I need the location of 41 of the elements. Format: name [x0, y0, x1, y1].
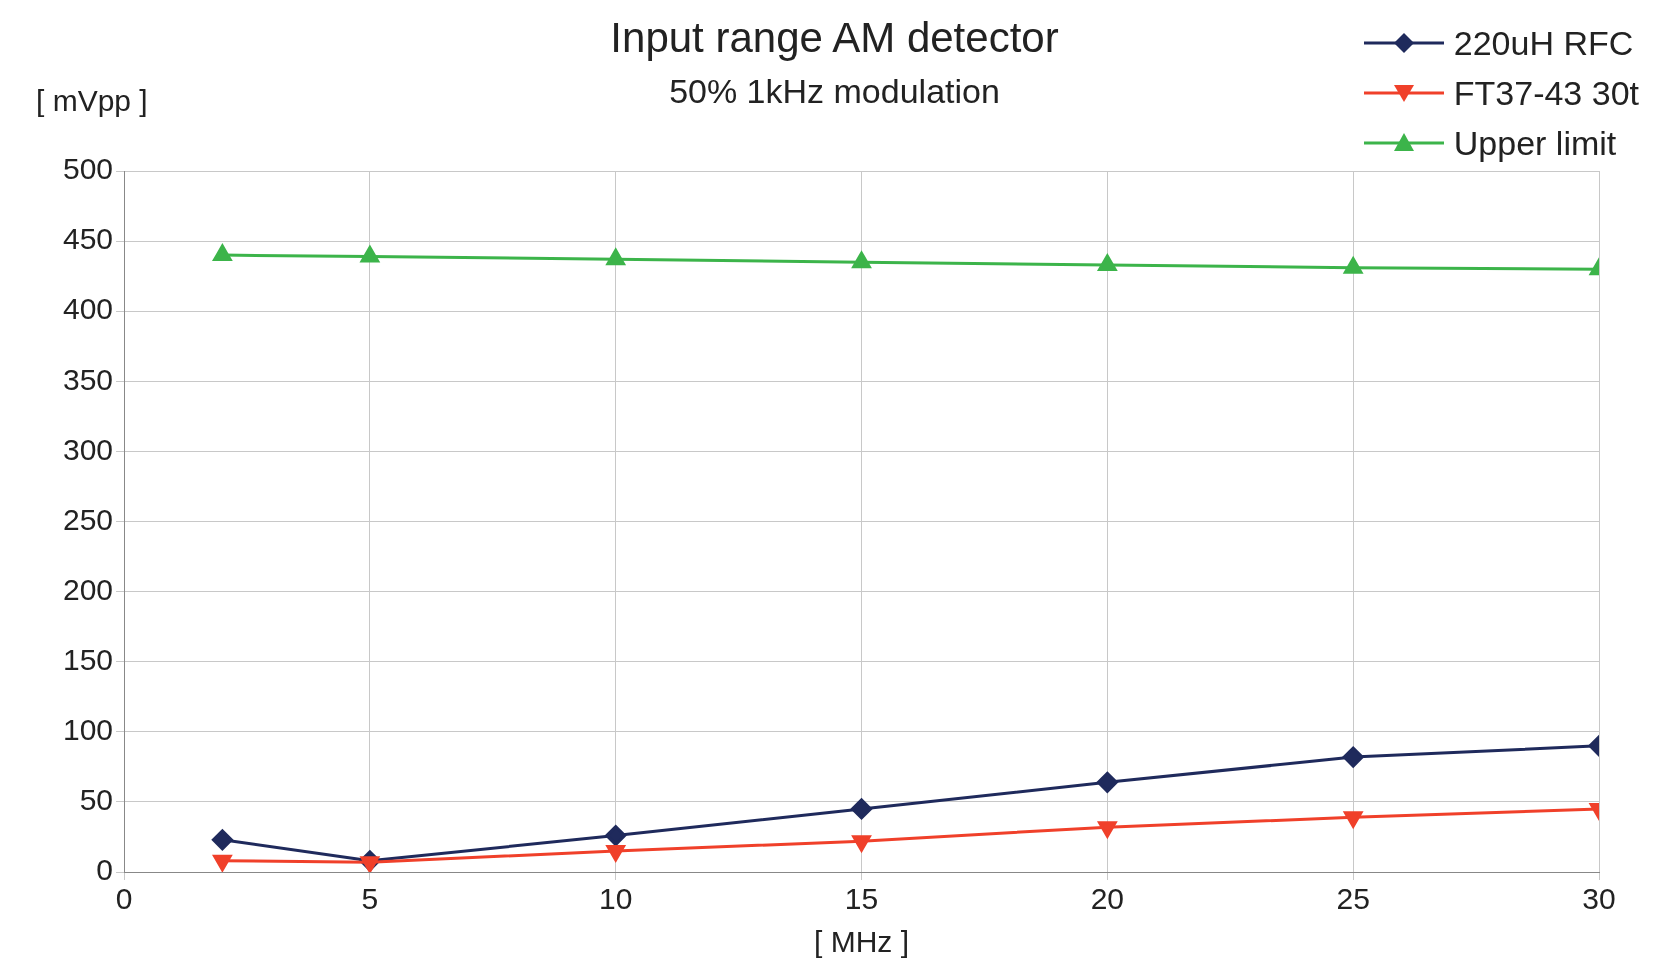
- point: [1098, 821, 1117, 838]
- point: [852, 835, 871, 852]
- point: [360, 246, 380, 263]
- point: [605, 825, 627, 847]
- point: [606, 248, 625, 266]
- y-tick-label: 50: [79, 783, 114, 817]
- x-tick-label: 15: [844, 882, 879, 916]
- y-tick-label: 400: [62, 292, 114, 326]
- x-tick-label: 30: [1582, 882, 1616, 916]
- y-tick-label: 150: [62, 642, 114, 676]
- y-tick-label: 500: [62, 152, 114, 186]
- point: [606, 844, 625, 862]
- x-tick-label: 5: [361, 882, 379, 916]
- x-tick-label: 20: [1090, 882, 1125, 916]
- y-tick-label: 300: [62, 432, 114, 466]
- x-tick-label: 25: [1336, 882, 1370, 916]
- legend-label: FT37-43 30t: [1453, 73, 1639, 113]
- point: [213, 854, 232, 872]
- y-tick-label: 450: [62, 222, 114, 256]
- y-tick-label: 0: [96, 853, 114, 887]
- point: [360, 856, 380, 872]
- point: [211, 829, 233, 851]
- y-axis-title: [ mVpp ]: [36, 84, 148, 118]
- point: [1096, 771, 1118, 793]
- legend-label: 220uH RFC: [1453, 23, 1634, 63]
- x-tick-label: 10: [599, 882, 633, 916]
- y-tick-label: 100: [62, 713, 114, 747]
- legend-label: Upper limit: [1453, 123, 1617, 163]
- y-tick-label: 250: [62, 502, 114, 536]
- point: [213, 244, 232, 262]
- point: [851, 798, 873, 820]
- chart-subtitle: 50% 1kHz modulation: [669, 72, 1000, 110]
- chart-title: Input range AM detector: [610, 14, 1059, 61]
- x-axis-title: [ MHz ]: [814, 925, 910, 959]
- point: [852, 251, 871, 269]
- point: [1343, 257, 1363, 274]
- point: [1342, 746, 1364, 768]
- point: [1098, 254, 1117, 271]
- point: [1343, 811, 1363, 828]
- y-tick-label: 200: [62, 572, 114, 606]
- y-tick-label: 350: [62, 362, 114, 396]
